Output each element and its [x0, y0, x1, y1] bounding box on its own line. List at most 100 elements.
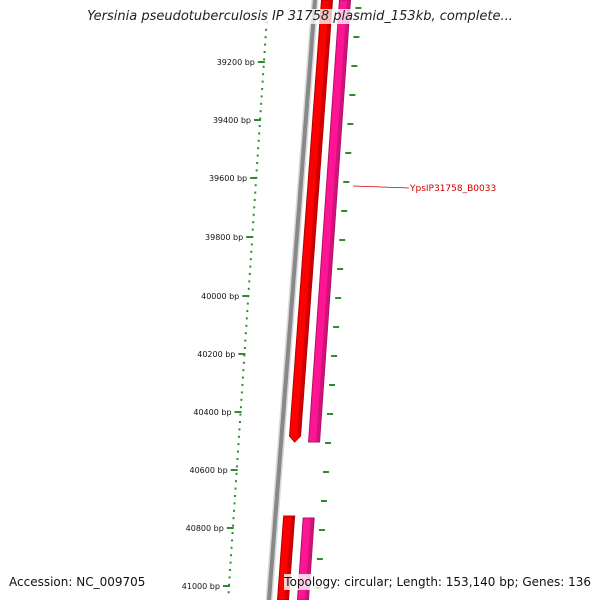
scale-label: 39600 bp: [209, 174, 247, 183]
track-dot: [258, 125, 261, 127]
track-dot: [228, 583, 231, 586]
track-dot: [254, 184, 257, 187]
track-dot: [233, 502, 236, 505]
summary-text: Topology: circular; Length: 153,140 bp; …: [284, 574, 591, 590]
track-dot: [239, 406, 242, 409]
track-dot: [262, 65, 265, 68]
scale-label: 40600 bp: [190, 466, 228, 475]
track-dot: [249, 258, 252, 261]
track-dot: [243, 354, 246, 357]
track-dot: [259, 117, 262, 120]
track-dot: [263, 58, 266, 61]
scale-label: 39800 bp: [205, 233, 243, 242]
track-dot: [237, 443, 240, 446]
track-dot: [253, 199, 256, 201]
track-dot: [249, 265, 252, 268]
track-dot: [257, 147, 260, 150]
track-dot: [243, 347, 246, 349]
track-dot: [231, 539, 234, 542]
track-dot: [236, 458, 239, 460]
gene-callout[interactable]: YpsIP31758_B0033: [352, 184, 496, 194]
scale-label: 40800 bp: [186, 524, 224, 533]
track-dot: [234, 480, 237, 483]
track-dot: [248, 273, 251, 275]
track-dot: [259, 110, 262, 113]
track-dot: [257, 139, 260, 142]
track-dot: [228, 576, 231, 579]
track-dot: [241, 376, 244, 379]
track-dot: [265, 28, 268, 31]
track-dot: [254, 191, 257, 194]
forward-gene-lower-shade: [285, 515, 295, 600]
scale-label: 41000 bp: [182, 582, 220, 591]
track-dot: [250, 250, 253, 253]
reverse-gene-lower-shade: [305, 517, 314, 600]
track-dot: [256, 154, 259, 157]
track-dot: [232, 524, 235, 527]
track-dot: [240, 391, 243, 394]
track-dot: [242, 361, 245, 364]
scale-label: 40400 bp: [193, 408, 231, 417]
track-dot: [253, 206, 256, 209]
scale-label: 40200 bp: [197, 350, 235, 359]
track-dot: [260, 95, 263, 98]
track-dot: [229, 569, 232, 571]
track-dot: [238, 428, 241, 431]
scale-label: 39400 bp: [213, 116, 251, 125]
track-dot: [246, 302, 249, 305]
track-dot: [244, 332, 247, 335]
track-dot: [238, 421, 241, 423]
scale-label: 39200 bp: [217, 58, 255, 67]
gene-label-ypsip31758-b0033[interactable]: YpsIP31758_B0033: [409, 184, 496, 194]
track-dot: [258, 132, 261, 135]
track-dot: [227, 591, 230, 594]
gene-ypsip31758-b0033-shade: [297, 0, 332, 437]
backbone-line: [267, 0, 317, 600]
backbone-track: [265, 0, 319, 600]
track-dot: [229, 561, 232, 564]
track-dot: [248, 280, 251, 283]
track-dot: [255, 169, 258, 172]
track-dot: [240, 398, 243, 401]
scale-label: 40000 bp: [201, 292, 239, 301]
reverse-gene-upper-shade: [316, 0, 350, 443]
track-dot: [261, 88, 264, 90]
track-dot: [239, 413, 242, 416]
track-dot: [245, 324, 248, 327]
track-dot: [262, 73, 265, 76]
track-dot: [260, 102, 263, 105]
track-dot: [235, 465, 238, 468]
track-dot: [245, 317, 248, 320]
track-dot: [236, 450, 239, 453]
track-dot: [244, 339, 247, 342]
track-dot: [246, 310, 249, 312]
track-dot: [263, 51, 266, 53]
track-dot: [256, 162, 259, 164]
track-dot: [241, 384, 244, 386]
track-dot: [230, 554, 233, 557]
scale-labels: 39200 bp 39400 bp 39600 bp 39800 bp 40000 bp…: [182, 58, 255, 591]
map-title-text: Yersinia pseudotuberculosis IP 31758 pla…: [85, 9, 515, 24]
track-dot: [252, 221, 255, 224]
track-dot: [232, 517, 235, 520]
track-dot: [261, 80, 264, 83]
track-dot: [251, 228, 254, 231]
forward-gene-track[interactable]: [276, 0, 334, 600]
track-dot: [264, 43, 267, 46]
track-dot: [230, 546, 233, 549]
track-dot: [247, 287, 250, 290]
track-dot: [231, 532, 234, 534]
gc-dotted-track: [227, 14, 269, 594]
track-dot: [235, 472, 238, 475]
accession-text: Accession: NC_009705: [9, 574, 146, 590]
track-dot: [234, 495, 236, 497]
track-dot: [242, 369, 245, 372]
map-title: Yersinia pseudotuberculosis IP 31758 pla…: [0, 9, 600, 24]
track-dot: [234, 487, 237, 490]
track-dot: [252, 213, 255, 216]
track-dot: [233, 509, 236, 512]
track-dot: [237, 435, 240, 438]
track-dot: [250, 243, 253, 246]
gene-callout-line: [352, 185, 410, 189]
